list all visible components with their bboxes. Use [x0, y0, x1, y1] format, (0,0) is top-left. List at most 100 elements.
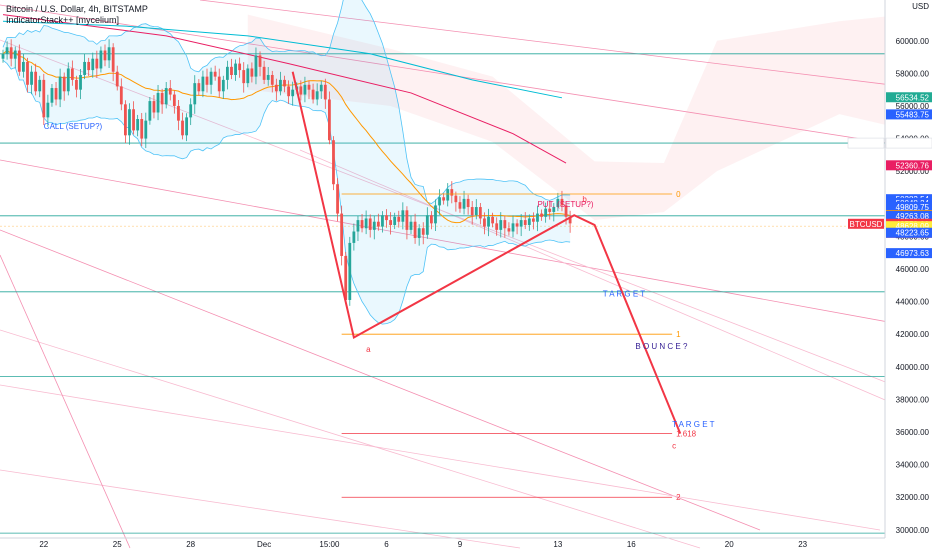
candle-body-23: [95, 58, 99, 69]
candle-body-98: [401, 210, 405, 222]
wave-abc-path: [291, 71, 682, 435]
candle-body-131: [536, 213, 539, 222]
ma-orange: [2, 49, 571, 224]
price-tag-8: 49263.08: [886, 210, 932, 221]
candle-body-102: [417, 228, 421, 239]
candle-body-81: [332, 140, 335, 185]
candle-body-44: [181, 120, 184, 136]
candle-body-28: [115, 71, 119, 87]
x-tick-2: 28: [186, 540, 195, 549]
candle-body-42: [172, 94, 176, 106]
candle-body-88: [360, 220, 364, 229]
candle-body-62: [254, 55, 258, 77]
x-tick-4: 15:00: [319, 540, 340, 549]
candle-body-56: [230, 66, 233, 75]
candle-body-128: [523, 220, 527, 225]
ma-magenta: [2, 14, 567, 164]
price-tag-bg-8: [886, 210, 932, 221]
candle-body-3: [13, 50, 17, 59]
candle-body-86: [352, 231, 356, 243]
wave-label-b: b: [582, 195, 587, 204]
candle-body-104: [425, 215, 429, 235]
price-tag-bg-1: [886, 109, 932, 120]
candle-body-132: [540, 213, 543, 217]
price-tag-value-2: 53724.55: [896, 139, 930, 148]
candle-body-67: [274, 84, 278, 92]
wave-label-a: a: [366, 345, 371, 354]
candle-body-93: [381, 215, 384, 227]
candle-body-78: [319, 84, 323, 92]
candle-body-12: [50, 88, 54, 103]
candle-body-55: [226, 66, 229, 80]
price-tag-value-10: 48628.09: [896, 222, 930, 231]
y-tick-2: 34000.00: [896, 461, 930, 470]
y-axis-panel: [885, 0, 932, 550]
candle-body-116: [474, 207, 478, 216]
price-tag-value-3: 52360.76: [896, 161, 930, 170]
wave-label-c: c: [672, 441, 676, 450]
y-tick-8: 46000.00: [896, 265, 930, 274]
y-tick-7: 44000.00: [896, 298, 930, 307]
candle-body-26: [107, 47, 111, 61]
candle-body-92: [376, 221, 380, 227]
fib-label-2: 1.618: [676, 430, 697, 439]
price-tag-bg-11: [886, 227, 932, 238]
candle-body-138: [564, 205, 568, 217]
candle-body-75: [307, 84, 311, 90]
fib-extension-layer: 0 1 1.618 2: [341, 190, 697, 502]
candle-body-45: [185, 117, 188, 136]
candle-body-49: [201, 76, 205, 92]
candle-body-110: [450, 189, 454, 196]
candle-body-32: [132, 109, 135, 131]
candle-body-133: [544, 208, 548, 217]
candle-body-129: [527, 218, 531, 225]
candle-body-54: [221, 79, 225, 92]
symbol-title: Bitcoin / U.S. Dollar, 4h, BITSTAMP: [6, 4, 148, 14]
candle-body-10: [42, 79, 46, 118]
candle-body-52: [213, 71, 217, 77]
candle-body-41: [168, 88, 172, 95]
price-tag-12: 46973.63: [886, 248, 932, 259]
candle-body-29: [119, 86, 123, 105]
candle-body-125: [511, 223, 515, 232]
candle-body-9: [38, 79, 42, 92]
candle-body-74: [303, 84, 307, 95]
candle-body-113: [462, 198, 466, 209]
x-tick-0: 22: [39, 540, 48, 549]
candle-body-106: [434, 205, 437, 224]
annotation-3: B O U N C E ?: [635, 342, 688, 351]
price-tag-3: 52360.76: [886, 160, 932, 171]
price-tag-bg-6: [886, 201, 932, 212]
candle-body-43: [177, 105, 180, 121]
trendline-8: [0, 254, 131, 549]
candle-body-124: [507, 228, 511, 232]
candle-body-46: [189, 104, 193, 118]
x-tick-10: 23: [798, 540, 807, 549]
candle-body-76: [311, 89, 315, 100]
candle-body-0: [1, 53, 5, 59]
candle-body-63: [258, 55, 262, 67]
x-tick-9: 20: [725, 540, 734, 549]
candle-body-94: [385, 215, 388, 221]
y-tick-5: 40000.00: [896, 363, 930, 372]
candle-body-18: [75, 79, 78, 90]
moving-average-layer: [2, 14, 571, 224]
trendline-9: [299, 149, 932, 421]
indicator-label[interactable]: IndicatorStack++ [mycelium]: [6, 15, 120, 25]
y-tick-4: 38000.00: [896, 395, 930, 404]
candle-body-79: [323, 84, 327, 100]
price-tag-0: 56534.52: [886, 92, 932, 103]
candle-body-83: [340, 213, 344, 256]
y-tick-14: 58000.00: [896, 69, 930, 78]
candle-body-108: [442, 197, 446, 201]
price-tag-6: 49809.75: [886, 201, 932, 212]
candle-body-137: [560, 198, 564, 206]
candle-body-7: [30, 71, 33, 85]
candle-body-35: [144, 120, 148, 139]
candle-body-30: [124, 104, 127, 136]
fib-label-3: 2: [676, 493, 681, 502]
candle-body-47: [193, 83, 197, 105]
candle-body-31: [128, 109, 131, 136]
x-tick-1: 25: [113, 540, 122, 549]
